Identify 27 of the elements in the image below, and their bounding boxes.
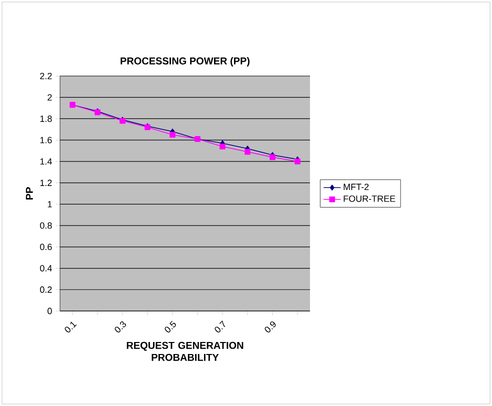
y-tick-label: 2 xyxy=(48,94,52,100)
point xyxy=(220,144,226,150)
y-axis-title: PP xyxy=(26,187,33,200)
y-tick-label: 0.6 xyxy=(40,244,52,250)
y-tick-label: 1.8 xyxy=(40,116,52,122)
y-tick-label: 1 xyxy=(48,201,52,208)
x-axis-title: REQUEST GENERATION PROBABILITY xyxy=(126,342,244,361)
y-tick-label: 0.4 xyxy=(40,265,52,272)
point xyxy=(244,148,250,155)
x-tick-label: 0.5 xyxy=(164,320,176,332)
legend-label: FOUR-TREE xyxy=(344,195,396,202)
x-tick-label: 0.9 xyxy=(264,321,276,332)
y-tick-label: 0.8 xyxy=(40,222,52,229)
y-tick-label: 1.4 xyxy=(40,158,52,165)
point xyxy=(294,158,300,164)
legend-label: MFT-2 xyxy=(344,184,369,190)
y-tick-label: 0 xyxy=(48,308,52,314)
x-tick-label: 0.1 xyxy=(64,322,77,332)
point xyxy=(270,154,276,160)
y-tick-label: 1.2 xyxy=(40,180,52,186)
x-tick-label: 0.7 xyxy=(214,320,226,332)
x-tick-label: 0.3 xyxy=(114,321,126,332)
y-tick-label: 2.2 xyxy=(40,72,52,80)
y-tick-label: 0.2 xyxy=(40,286,52,293)
chart-title: PROCESSING POWER (PP) xyxy=(120,57,250,66)
y-tick-label: 1.6 xyxy=(40,136,52,144)
point xyxy=(170,132,176,138)
